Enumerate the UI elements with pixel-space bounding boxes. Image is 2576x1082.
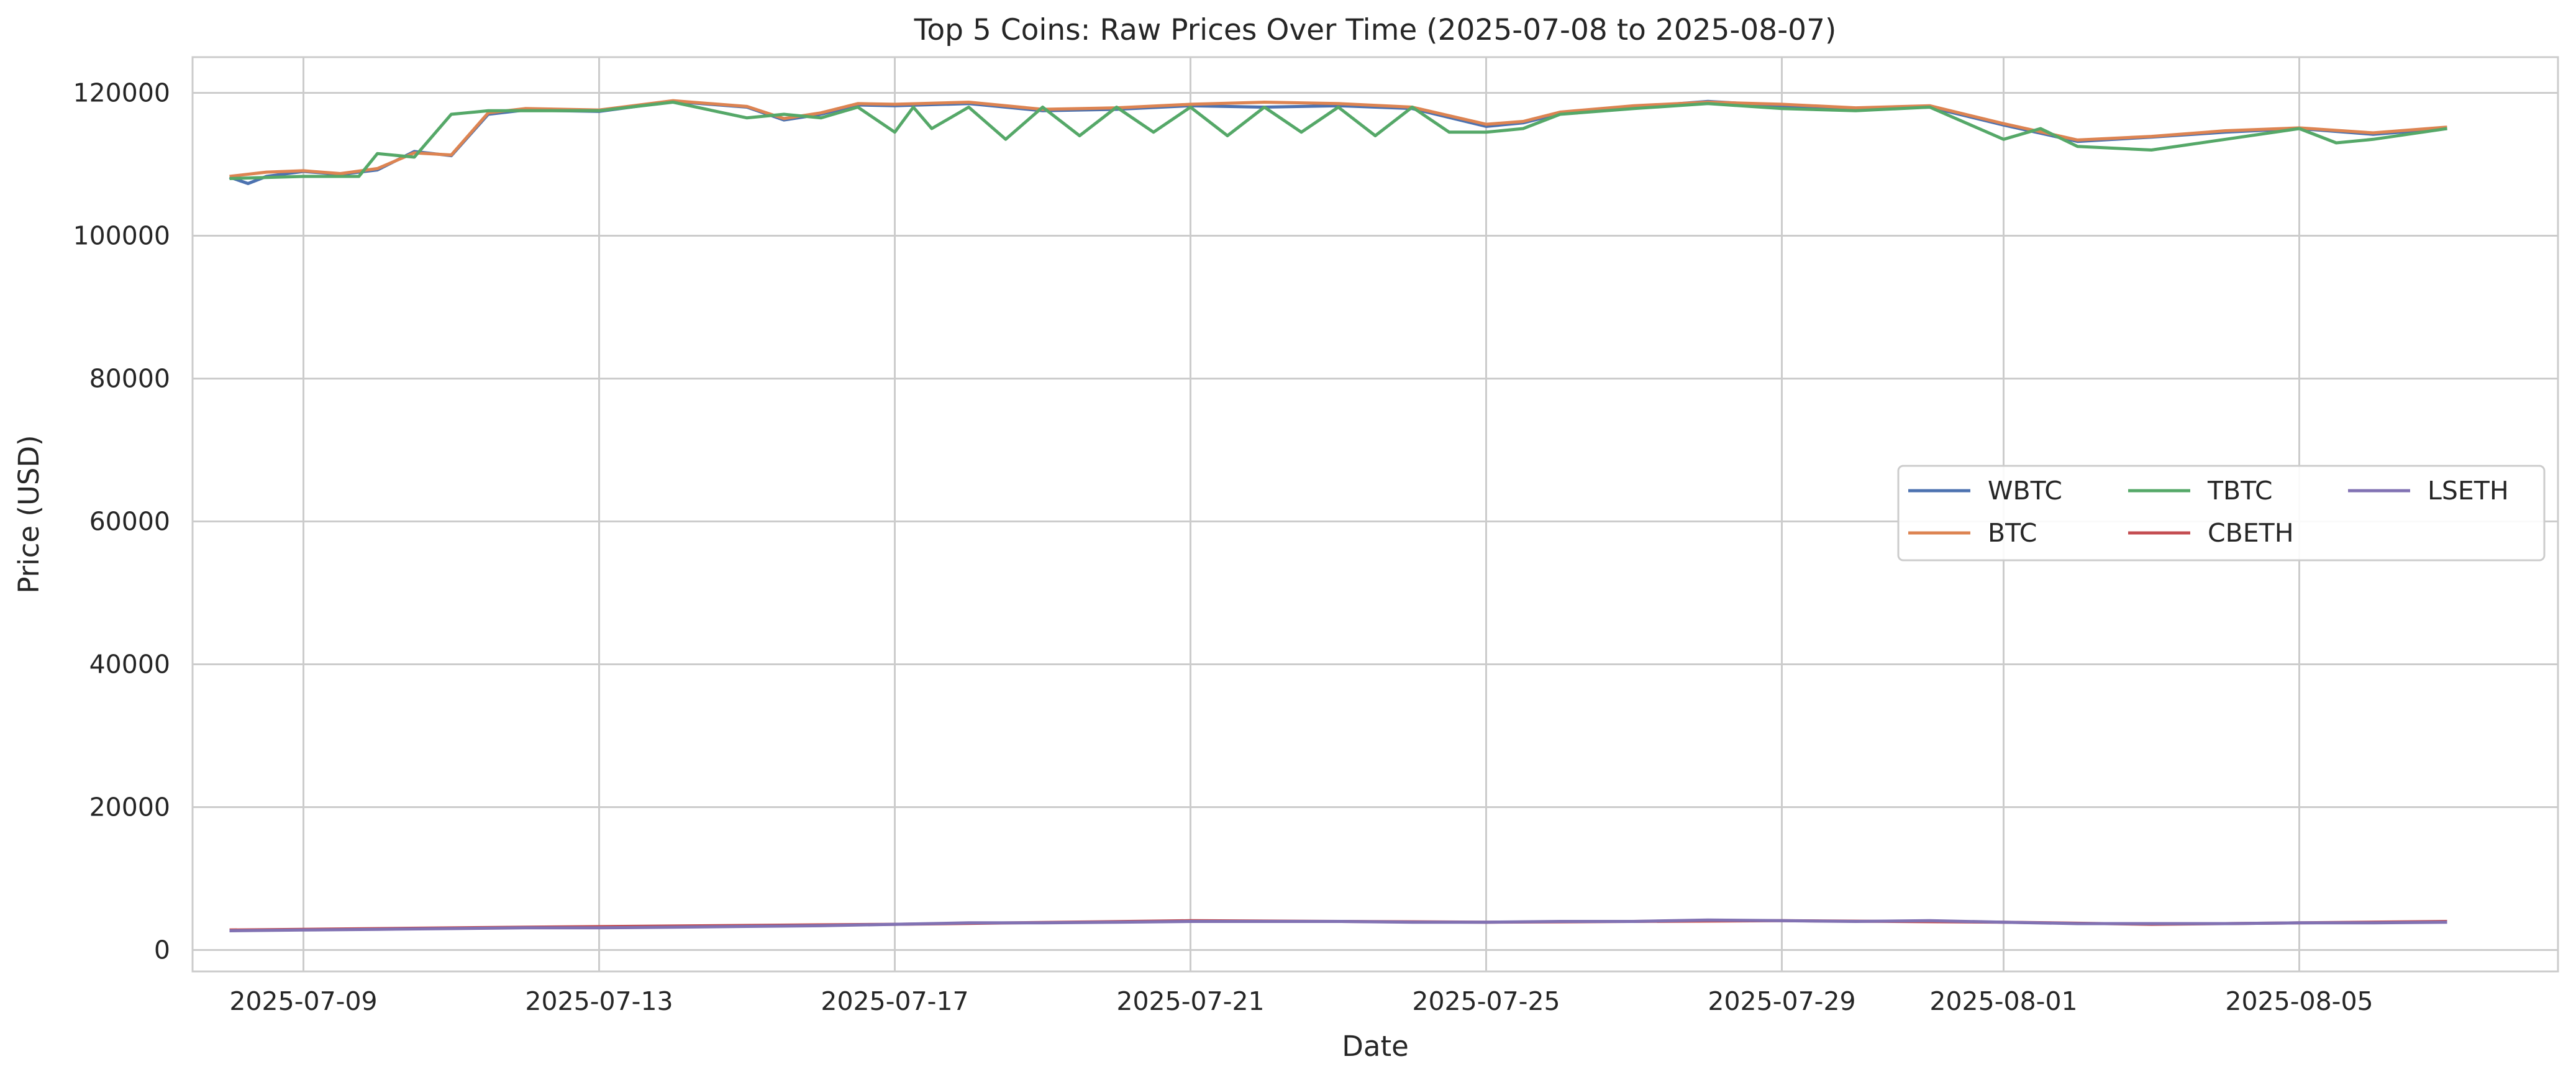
x-axis-title: Date bbox=[1342, 1030, 1409, 1063]
y-tick-label: 20000 bbox=[89, 793, 170, 822]
y-tick-label: 80000 bbox=[89, 364, 170, 394]
y-tick-label: 60000 bbox=[89, 507, 170, 537]
x-tick-label: 2025-08-05 bbox=[2225, 986, 2373, 1016]
y-axis-tick-labels: 0 20000 40000 60000 80000 100000 120000 bbox=[73, 78, 170, 965]
x-tick-label: 2025-07-17 bbox=[821, 986, 968, 1016]
legend-label: TBTC bbox=[2207, 476, 2272, 506]
legend-item-wbtc: WBTC bbox=[1908, 476, 2062, 506]
y-tick-label: 100000 bbox=[73, 221, 170, 251]
legend-label: BTC bbox=[1988, 518, 2037, 548]
series-lines bbox=[229, 99, 2447, 932]
series-line-btc bbox=[229, 99, 2447, 178]
legend-label: WBTC bbox=[1988, 476, 2062, 506]
series-line-tbtc bbox=[229, 101, 2447, 180]
legend-item-cbeth: CBETH bbox=[2128, 518, 2294, 548]
chart-title: Top 5 Coins: Raw Prices Over Time (2025-… bbox=[914, 13, 1837, 47]
y-axis-title: Price (USD) bbox=[12, 435, 45, 593]
x-tick-label: 2025-07-13 bbox=[525, 986, 673, 1016]
legend-item-btc: BTC bbox=[1908, 518, 2037, 548]
legend-label: LSETH bbox=[2428, 476, 2509, 506]
x-tick-label: 2025-07-09 bbox=[229, 986, 377, 1016]
grid-lines bbox=[193, 57, 2558, 971]
legend-label: CBETH bbox=[2208, 518, 2294, 548]
series-line-lseth bbox=[229, 918, 2447, 932]
x-tick-label: 2025-08-01 bbox=[1929, 986, 2077, 1016]
x-axis-tick-labels: 2025-07-09 2025-07-13 2025-07-17 2025-07-21… bbox=[229, 986, 2373, 1016]
x-tick-label: 2025-07-21 bbox=[1116, 986, 1264, 1016]
y-tick-label: 40000 bbox=[89, 650, 170, 680]
x-tick-label: 2025-07-29 bbox=[1708, 986, 1855, 1016]
plot-area-frame bbox=[191, 56, 2559, 973]
y-tick-label: 0 bbox=[154, 935, 170, 965]
legend-item-lseth: LSETH bbox=[2348, 476, 2509, 506]
legend-item-tbtc: TBTC bbox=[2128, 476, 2272, 506]
legend: WBTC BTC TBTC CBETH LSETH bbox=[1897, 465, 2546, 561]
y-tick-label: 120000 bbox=[73, 78, 170, 108]
x-tick-label: 2025-07-25 bbox=[1412, 986, 1560, 1016]
